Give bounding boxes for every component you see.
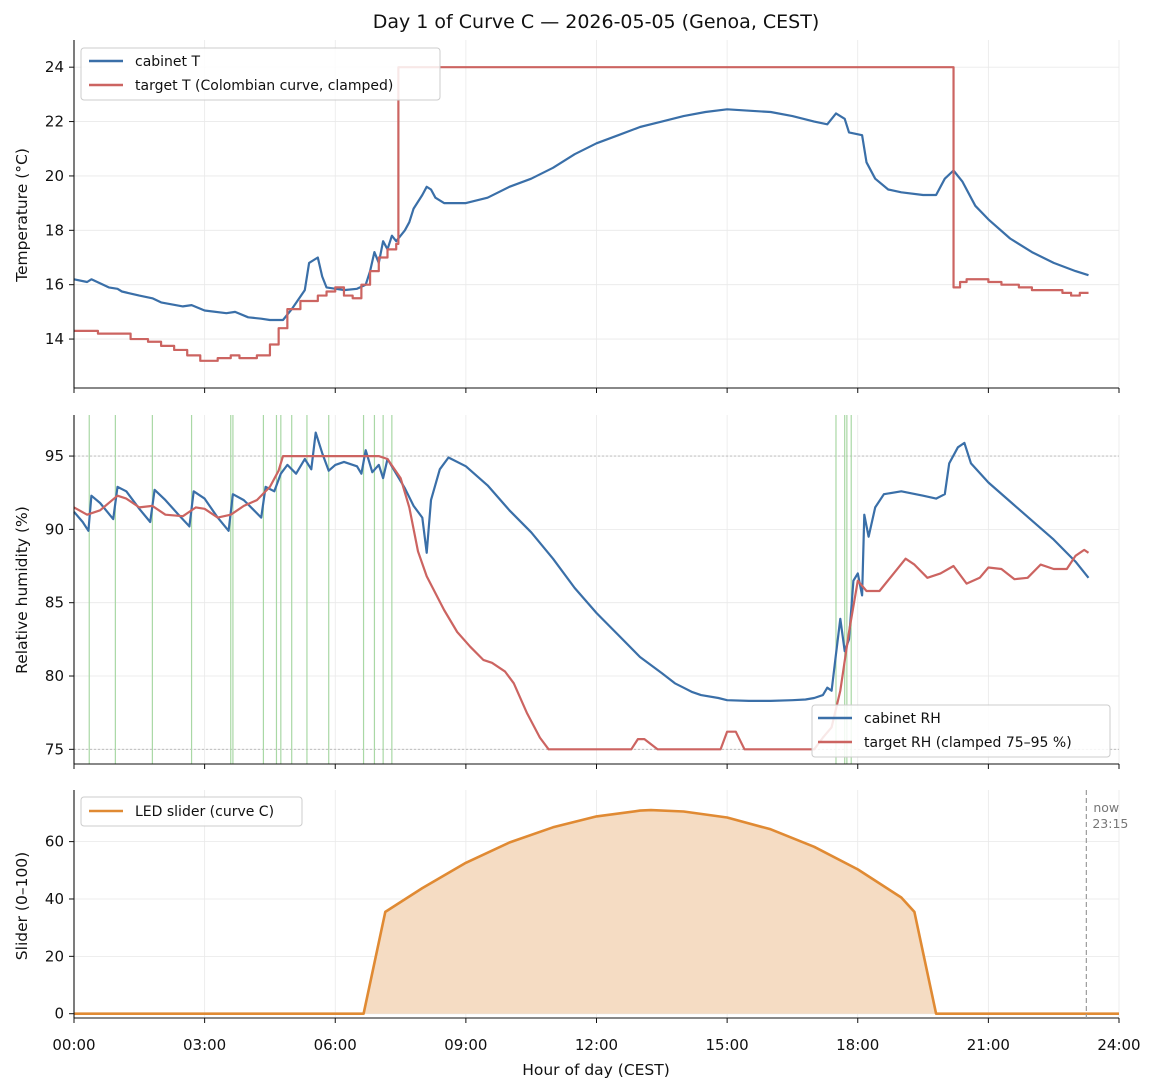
legend-label-target-rh: target RH (clamped 75–95 %)	[864, 735, 1072, 751]
legend-label-led-slider: LED slider (curve C)	[135, 804, 274, 820]
x-tick-label: 03:00	[183, 1036, 226, 1054]
y-tick-label: 90	[45, 520, 64, 538]
series-line-led-slider	[74, 808, 1119, 1015]
y-tick-label: 18	[45, 221, 64, 239]
x-tick-label: 18:00	[836, 1036, 879, 1054]
legend-frame	[80, 796, 303, 827]
temperature-ylabel: Temperature (°C)	[13, 148, 31, 283]
y-tick-label: 24	[45, 58, 64, 76]
slider-legend: LED slider (curve C)	[80, 796, 303, 827]
series-line-target-t	[74, 66, 1089, 362]
y-tick-label: 60	[45, 833, 64, 851]
x-tick-label: 00:00	[52, 1036, 95, 1054]
y-tick-label: 20	[45, 947, 64, 965]
temperature-legend: cabinet T target T (Colombian curve, cla…	[80, 47, 441, 101]
x-tick-label: 21:00	[967, 1036, 1010, 1054]
x-tick-label: 24:00	[1097, 1036, 1140, 1054]
y-tick-label: 0	[54, 1005, 64, 1023]
y-tick-label: 14	[45, 330, 64, 348]
y-tick-label: 75	[45, 740, 64, 758]
legend-label-target-t: target T (Colombian curve, clamped)	[135, 78, 393, 94]
y-tick-label: 40	[45, 890, 64, 908]
figure-title: Day 1 of Curve C — 2026-05-05 (Genoa, CE…	[373, 11, 820, 33]
legend-frame	[811, 704, 1111, 758]
now-marker-time: 23:15	[1092, 816, 1128, 831]
humidity-legend: cabinet RH target RH (clamped 75–95 %)	[811, 704, 1111, 758]
legend-label-cabinet-rh: cabinet RH	[864, 711, 941, 727]
y-tick-label: 16	[45, 276, 64, 294]
x-axis-label: Hour of day (CEST)	[522, 1061, 670, 1079]
y-tick-label: 22	[45, 113, 64, 131]
x-tick-label: 09:00	[444, 1036, 487, 1054]
humidity-panel: Relative humidity (%) 75 80 85 90 95 cabinet…	[13, 415, 1120, 769]
y-tick-label: 95	[45, 447, 64, 465]
now-marker-label: now	[1093, 800, 1119, 815]
legend-frame	[80, 47, 441, 101]
x-tick-label: 06:00	[314, 1036, 357, 1054]
series-line-cabinet-rh	[73, 431, 1090, 702]
legend-label-cabinet-t: cabinet T	[135, 54, 200, 70]
series-line-target-rh	[73, 455, 1090, 751]
series-line-cabinet-t	[73, 108, 1089, 322]
x-tick-label: 15:00	[706, 1036, 749, 1054]
y-tick-label: 80	[45, 667, 64, 685]
temperature-panel: Temperature (°C) 14 16 18 20 22 24 cabinet T …	[13, 40, 1120, 393]
humidity-ylabel: Relative humidity (%)	[13, 506, 31, 674]
x-tick-label: 12:00	[575, 1036, 618, 1054]
slider-panel: Slider (0–100) 00:00 03:00 06:00 09:00 12:00…	[13, 790, 1141, 1054]
y-tick-label: 20	[45, 167, 64, 185]
slider-ylabel: Slider (0–100)	[13, 852, 31, 960]
series-area-fill	[74, 810, 1119, 1014]
y-tick-label: 85	[45, 594, 64, 612]
